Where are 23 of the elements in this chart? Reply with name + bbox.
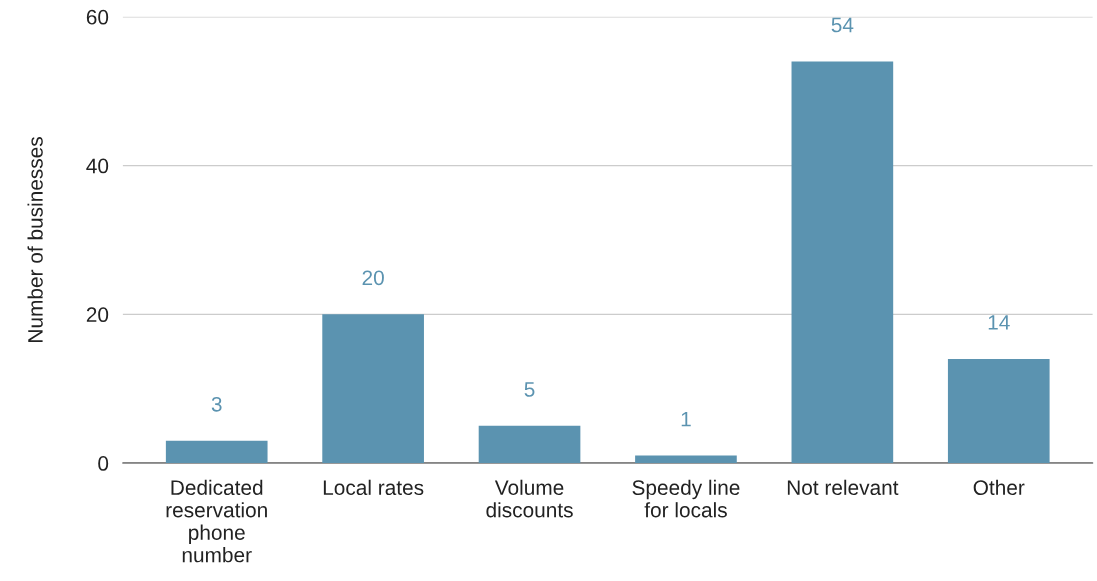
data-label: 14	[988, 315, 1010, 330]
x-tick-label: Volume discounts	[486, 479, 573, 518]
bar	[947, 358, 1050, 464]
bar	[165, 440, 268, 464]
data-label: 54	[831, 17, 854, 33]
data-label: 1	[681, 411, 691, 427]
bar	[478, 425, 581, 464]
y-axis-title: Number of businesses	[27, 137, 43, 342]
data-label: 20	[362, 270, 384, 286]
x-tick-label: Dedicated reservation phone number	[166, 479, 267, 563]
data-label: 3	[211, 396, 222, 412]
y-tick-label: 20	[86, 307, 109, 323]
x-tick-label: Other	[973, 479, 1025, 496]
y-tick-label: 40	[86, 158, 109, 174]
x-tick-label: Not relevant	[787, 479, 899, 496]
y-tick-label: 60	[86, 9, 109, 25]
y-tick-label: 0	[98, 456, 109, 471]
bar	[322, 314, 424, 464]
bar	[791, 61, 894, 464]
bar	[635, 455, 737, 464]
data-label: 5	[524, 382, 535, 397]
x-tick-label: Local rates	[323, 479, 424, 496]
x-tick-label: Speedy line for locals	[632, 479, 740, 518]
